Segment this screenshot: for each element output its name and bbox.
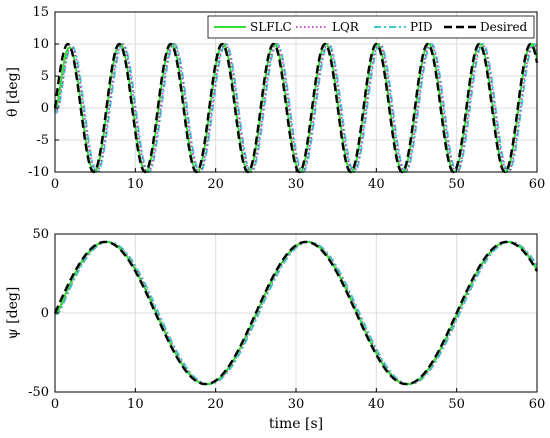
legend: SLFLC LQR PID Desired xyxy=(207,15,535,39)
y-tick-label: 10 xyxy=(32,37,49,52)
y-tick-label: 15 xyxy=(32,5,49,20)
x-tick-label: 40 xyxy=(368,397,385,412)
x-tick-label: 50 xyxy=(448,177,465,192)
legend-box xyxy=(207,15,535,39)
x-tick-label: 40 xyxy=(368,177,385,192)
x-tick-label: 20 xyxy=(207,177,224,192)
x-axis-label: time [s] xyxy=(269,416,323,432)
x-tick-label: 50 xyxy=(448,397,465,412)
y-tick-label: 50 xyxy=(32,227,49,242)
series-lqr-line xyxy=(54,240,538,386)
series-pid-line xyxy=(54,240,538,386)
legend-label-lqr: LQR xyxy=(332,20,360,34)
x-tick-label: 30 xyxy=(288,177,305,192)
y-tick-label: -5 xyxy=(36,133,49,148)
legend-label-pid: PID xyxy=(410,20,432,34)
x-tick-label: 20 xyxy=(207,397,224,412)
x-tick-label: 0 xyxy=(51,177,59,192)
x-tick-label: 0 xyxy=(51,397,59,412)
series-lqr-line xyxy=(54,43,538,173)
x-tick-label: 60 xyxy=(529,177,546,192)
legend-label-slflc: SLFLC xyxy=(250,20,292,34)
y-axis-label: θ [deg] xyxy=(5,67,21,117)
subplot-1: 0 10 20 30 40 50 60 -10 -5 0 5 10 15 θ [deg] SLFLC LQR P… xyxy=(5,5,545,192)
x-tick-label: 30 xyxy=(288,397,305,412)
legend-label-desired: Desired xyxy=(480,20,528,34)
y-axis-label: ψ [deg] xyxy=(5,287,21,340)
series-desired-line xyxy=(53,240,539,386)
x-tick-label: 10 xyxy=(127,177,144,192)
y-tick-label: -10 xyxy=(28,165,49,180)
y-tick-label: 5 xyxy=(41,69,49,84)
y-tick-label: 0 xyxy=(41,306,49,321)
y-tick-label: 0 xyxy=(41,101,49,116)
y-tick-label: -50 xyxy=(28,385,49,400)
x-tick-label: 60 xyxy=(529,397,546,412)
series-desired-line xyxy=(53,42,539,174)
x-tick-label: 10 xyxy=(127,397,144,412)
